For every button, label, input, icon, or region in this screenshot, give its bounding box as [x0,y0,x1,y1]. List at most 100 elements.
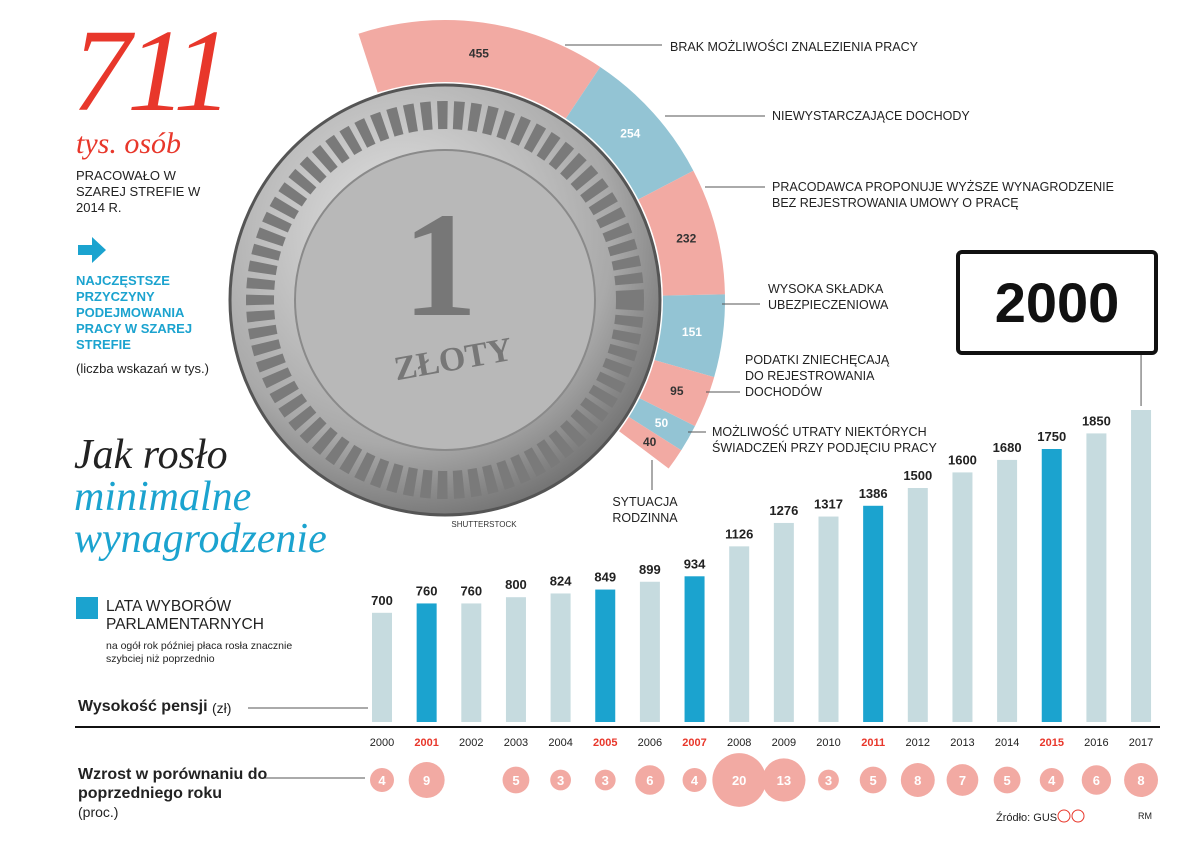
coin-center [294,149,596,451]
bubble-label: 5 [1003,773,1010,788]
bar [461,603,482,722]
bubble-label: 20 [732,773,746,788]
bubble-label: 5 [512,773,519,788]
coin-wreath [246,101,644,499]
chart-title: Jak rosło [74,432,228,478]
reasons-note: (liczba wskazań w tys.) [76,361,209,376]
x-tick-label: 2001 [414,737,438,749]
value-label: 40 [643,435,657,449]
bubble [594,769,616,791]
value-label: 760 [460,583,482,598]
x-tick-label: 2014 [995,737,1019,749]
legend-swatch [76,597,98,619]
value-label: 1500 [903,468,932,483]
bubble [502,766,530,794]
category-label: PRACODAWCA PROPONUJE WYŻSZE WYNAGRODZENI… [772,180,1114,210]
bubble-label: 13 [777,773,791,788]
category-label: MOŻLIWOŚĆ UTRATY NIEKTÓRYCH ŚWIADCZEŃ PR… [712,425,937,455]
bubble-label: 7 [959,773,966,788]
value-label: 934 [684,556,706,571]
value-label: 1600 [948,452,977,467]
x-tick-label: 2005 [593,737,617,749]
x-tick-label: 2003 [504,737,528,749]
bubble [408,762,445,798]
bar [818,516,839,722]
source: Źródło: GUS [996,811,1057,824]
value-label: 849 [594,570,616,585]
x-tick-label: 2012 [906,737,930,749]
bar [997,459,1018,722]
x-tick-label: 2017 [1129,737,1153,749]
bar [773,522,794,722]
arrow-icon [78,237,106,263]
value-label: 760 [416,583,438,598]
bubble-label: 3 [825,773,832,788]
bubble-title: Wzrost w porównaniu do poprzedniego roku [78,766,268,802]
logo [1057,809,1071,823]
x-tick-label: 2010 [816,737,840,749]
arc-segment [619,416,682,469]
value-label: 1850 [1082,413,1111,428]
bar [416,603,437,722]
x-tick-label: 2008 [727,737,751,749]
reasons-title: NAJCZĘSTSZE PRZYCZYNY PODEJMOWANIA PRACY… [76,273,193,352]
bubble-label: 5 [870,773,877,788]
value-label: 232 [676,231,696,245]
value-label: 1276 [769,503,798,518]
bar [952,472,973,722]
bubble-label: 3 [602,773,609,788]
bubble-label: 4 [691,773,699,788]
bubble [712,753,767,807]
photo-credit: SHUTTERSTOCK [451,520,517,529]
x-tick-label: 2016 [1084,737,1108,749]
bubble [1081,765,1112,795]
bar [639,581,660,722]
x-tick-label: 2002 [459,737,483,749]
bubble [1039,768,1064,792]
x-tick-label: 2013 [950,737,974,749]
value-label: 1386 [859,486,888,501]
legend-note: na ogół rok później płaca rosła znacznie… [106,640,293,665]
y-unit: (zł) [212,700,232,716]
logo [1071,809,1085,823]
arc-segment [654,294,726,378]
x-tick-label: 2007 [682,737,706,749]
category-label: BRAK MOŻLIWOŚCI ZNALEZIENIA PRACY [670,40,918,54]
bar [729,546,750,722]
bubble-label: 6 [646,773,653,788]
bar [372,612,392,722]
bar [1086,433,1107,722]
bubble [550,769,571,791]
bubble-label: 8 [914,773,921,788]
value-label: 455 [469,46,489,60]
bubble-label: 6 [1093,773,1100,788]
arc-segment [358,20,601,119]
y-label: Wysokość pensji [78,698,208,715]
bubble [818,769,839,791]
bubble [370,768,394,792]
value-label: 1126 [725,526,753,541]
bar [863,505,884,722]
bubble-label: 8 [1137,773,1144,788]
value-label: 151 [682,325,702,339]
value-label: 1680 [993,440,1022,455]
bar [684,576,705,722]
value-label: 1317 [814,497,843,512]
category-label: WYSOKA SKŁADKA UBEZPIECZENIOWA [768,282,889,312]
bubble-label: 9 [423,773,430,788]
callout-box [956,250,1158,355]
bar [1041,449,1062,722]
arc-segment [628,398,695,451]
bubble-label: 4 [378,773,386,788]
arc-segment [639,360,715,427]
value-label: 1750 [1037,429,1066,444]
value-label: 800 [505,577,527,592]
category-label: SYTUACJA RODZINNA [612,495,678,525]
x-tick-label: 2009 [772,737,796,749]
chart-title: wynagrodzenie [74,516,327,562]
bubble [1124,763,1159,797]
x-tick-label: 2004 [548,737,572,749]
headline-text: PRACOWAŁO W SZAREJ STREFIE W 2014 R. [76,168,201,215]
bubble-unit: (proc.) [78,804,119,820]
